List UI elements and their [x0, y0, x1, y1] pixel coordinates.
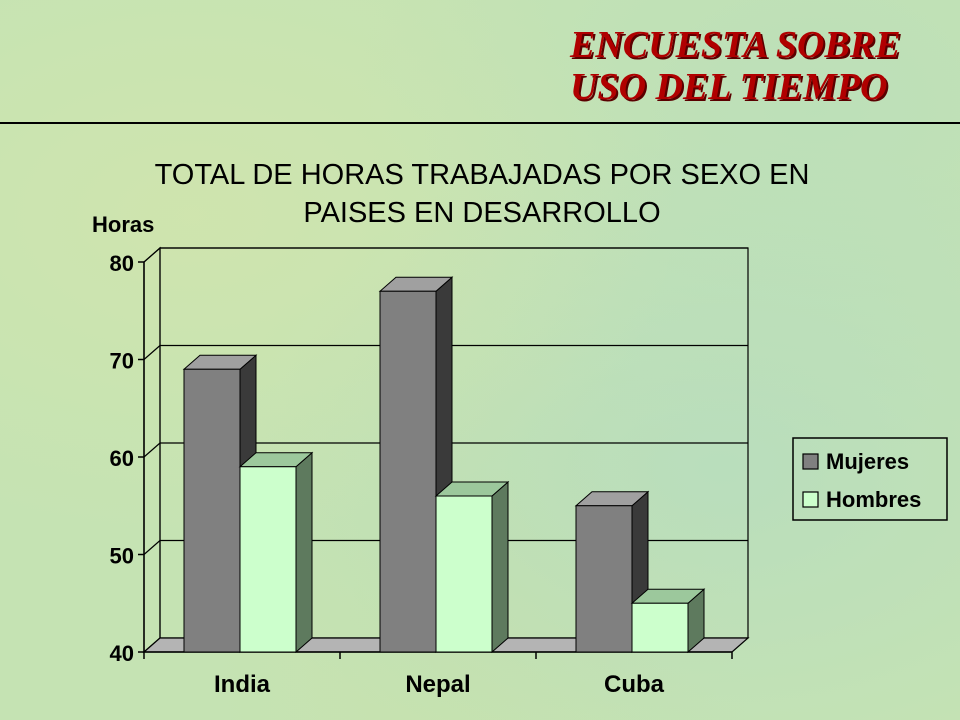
legend-swatch — [802, 453, 819, 470]
y-axis-label: Horas — [92, 212, 154, 237]
y-tick-label: 80 — [110, 251, 134, 276]
y-tick-label: 50 — [110, 544, 134, 569]
title-divider — [0, 122, 960, 124]
bar-side — [491, 480, 509, 654]
slide-title-line-2: USO DEL TIEMPO — [570, 66, 888, 108]
slide-title-line-1: ENCUESTA SOBRE — [570, 24, 901, 66]
y-tick-label: 60 — [110, 446, 134, 471]
slide-title: ENCUESTA SOBRE USO DEL TIEMPO — [570, 24, 901, 108]
bar — [575, 505, 633, 653]
bar — [631, 602, 689, 653]
y-tick-label: 40 — [110, 641, 134, 666]
x-tick-label: Nepal — [405, 671, 470, 698]
bar — [239, 466, 297, 653]
gridline — [143, 539, 748, 555]
bar — [183, 368, 241, 653]
gridline — [143, 442, 748, 458]
legend-swatch — [802, 491, 819, 508]
chart-title-line-1: TOTAL DE HORAS TRABAJADAS POR SEXO EN — [155, 159, 810, 191]
bar — [379, 290, 437, 653]
legend-label: Hombres — [826, 487, 921, 512]
gridline — [143, 344, 748, 360]
bar-side — [295, 451, 313, 654]
gridline — [143, 247, 748, 263]
bar — [435, 495, 493, 653]
legend-box — [792, 437, 948, 521]
x-tick-label: India — [214, 671, 271, 698]
legend-label: Mujeres — [826, 449, 909, 474]
x-tick-label: Cuba — [604, 671, 665, 698]
chart-title-line-2: PAISES EN DESARROLLO — [303, 197, 660, 229]
y-tick-label: 70 — [110, 349, 134, 374]
